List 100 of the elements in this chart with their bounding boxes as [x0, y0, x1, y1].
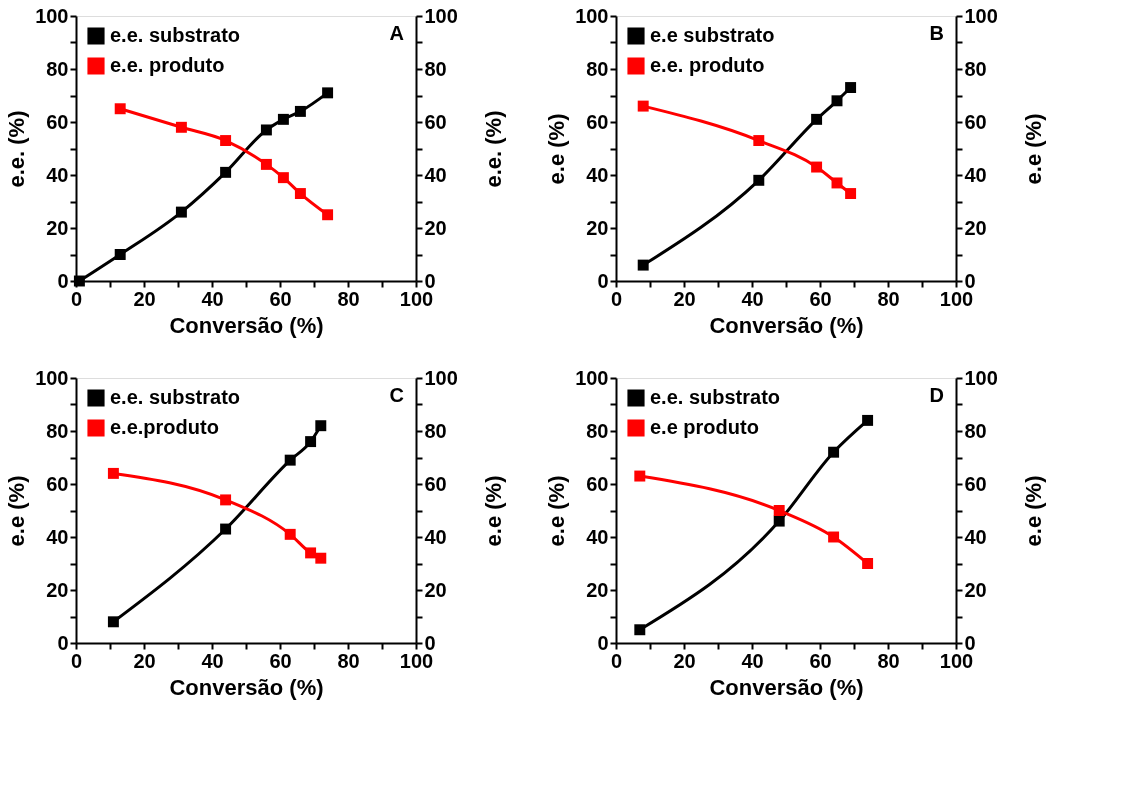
- y2-axis-title: e.e. (%): [480, 110, 506, 188]
- point: [107, 467, 119, 479]
- y2-tick-label: 100: [964, 366, 998, 389]
- x-tick-label: 40: [741, 287, 764, 310]
- y2-tick-label: 60: [424, 110, 447, 133]
- y-axis-title: e.e. (%): [4, 110, 30, 188]
- y-axis-title: e.e (%): [4, 475, 30, 547]
- point: [220, 135, 232, 147]
- point: [284, 528, 296, 540]
- point: [845, 188, 857, 200]
- x-tick-label: 80: [877, 287, 900, 310]
- y-tick-label: 60: [46, 110, 69, 133]
- point: [828, 446, 840, 458]
- y2-tick-label: 40: [424, 525, 447, 548]
- x-tick-label: 60: [269, 649, 292, 672]
- y2-tick-label: 40: [964, 525, 987, 548]
- point: [862, 558, 874, 569]
- x-tick-label: 20: [673, 649, 696, 672]
- y-tick-label: 60: [586, 110, 609, 133]
- y2-axis-title: e.e (%): [1020, 113, 1046, 185]
- y-tick-label: 0: [597, 631, 609, 654]
- y2-tick-label: 20: [964, 216, 987, 239]
- y-tick-label: 100: [35, 4, 69, 27]
- point: [753, 174, 765, 186]
- point: [315, 552, 327, 564]
- point: [277, 172, 289, 184]
- y2-tick-label: 80: [964, 57, 987, 80]
- y-tick-label: 20: [586, 578, 609, 601]
- y-tick-label: 80: [586, 419, 609, 442]
- x-axis-title: Conversão (%): [709, 312, 864, 338]
- y-tick-label: 100: [35, 366, 69, 389]
- y-tick-label: 20: [46, 578, 69, 601]
- x-tick-label: 20: [673, 287, 696, 310]
- y-tick-label: 20: [46, 216, 69, 239]
- point: [831, 95, 843, 107]
- point: [305, 436, 317, 448]
- y2-tick-label: 20: [424, 578, 447, 601]
- point: [773, 505, 785, 516]
- y2-axis-title: e.e (%): [480, 475, 506, 547]
- point: [828, 531, 840, 543]
- legend-label: e.e. substrato: [110, 386, 241, 408]
- y-tick-label: 60: [586, 472, 609, 495]
- y2-tick-label: 60: [964, 110, 987, 133]
- x-tick-label: 80: [337, 287, 360, 310]
- annotation: C: [389, 384, 404, 406]
- legend-label: e.e. produto: [650, 54, 765, 76]
- legend-label: e.e substrato: [650, 24, 775, 46]
- y2-tick-label: 100: [964, 4, 998, 27]
- point: [294, 188, 306, 200]
- legend-label: e.e. produto: [110, 54, 225, 76]
- x-axis-title: Conversão (%): [169, 674, 324, 700]
- point: [862, 414, 874, 426]
- x-tick-label: 60: [809, 287, 832, 310]
- point: [220, 494, 232, 506]
- x-tick-label: 20: [133, 649, 156, 672]
- x-tick-label: 40: [201, 649, 224, 672]
- y2-tick-label: 40: [424, 163, 447, 186]
- x-tick-label: 80: [877, 649, 900, 672]
- y-tick-label: 0: [57, 631, 69, 654]
- y2-tick-label: 100: [424, 366, 458, 389]
- y-axis-title: e.e (%): [544, 475, 570, 547]
- point: [305, 547, 317, 559]
- point: [175, 121, 187, 133]
- y2-tick-label: 20: [424, 216, 447, 239]
- point: [634, 470, 646, 482]
- y-tick-label: 100: [575, 4, 609, 27]
- legend-label: e.e.produto: [110, 416, 219, 438]
- point: [220, 523, 232, 535]
- y-tick-label: 100: [575, 366, 609, 389]
- point: [637, 259, 649, 271]
- y2-tick-label: 100: [424, 4, 458, 27]
- y2-tick-label: 80: [424, 57, 447, 80]
- point: [260, 158, 272, 170]
- point: [322, 87, 334, 99]
- legend-label: e.e. substrato: [110, 24, 241, 46]
- x-tick-label: 40: [741, 649, 764, 672]
- y2-tick-label: 60: [424, 472, 447, 495]
- y-tick-label: 0: [57, 269, 69, 292]
- point: [773, 515, 785, 527]
- y-tick-label: 40: [46, 525, 69, 548]
- x-tick-label: 60: [809, 649, 832, 672]
- y2-tick-label: 80: [424, 419, 447, 442]
- point: [114, 103, 126, 115]
- point: [753, 135, 765, 147]
- point: [831, 177, 843, 189]
- point: [811, 113, 823, 125]
- x-tick-label: 20: [133, 287, 156, 310]
- y-tick-label: 80: [586, 57, 609, 80]
- point: [277, 113, 289, 125]
- x-axis-title: Conversão (%): [169, 312, 324, 338]
- point: [322, 209, 334, 221]
- legend-label: e.e. substrato: [650, 386, 781, 408]
- y-tick-label: 0: [597, 269, 609, 292]
- point: [220, 166, 232, 178]
- y2-tick-label: 40: [964, 163, 987, 186]
- y-tick-label: 40: [586, 163, 609, 186]
- x-tick-label: 40: [201, 287, 224, 310]
- point: [811, 161, 823, 173]
- x-axis-title: Conversão (%): [709, 674, 864, 700]
- y2-axis-title: e.e (%): [1020, 475, 1046, 547]
